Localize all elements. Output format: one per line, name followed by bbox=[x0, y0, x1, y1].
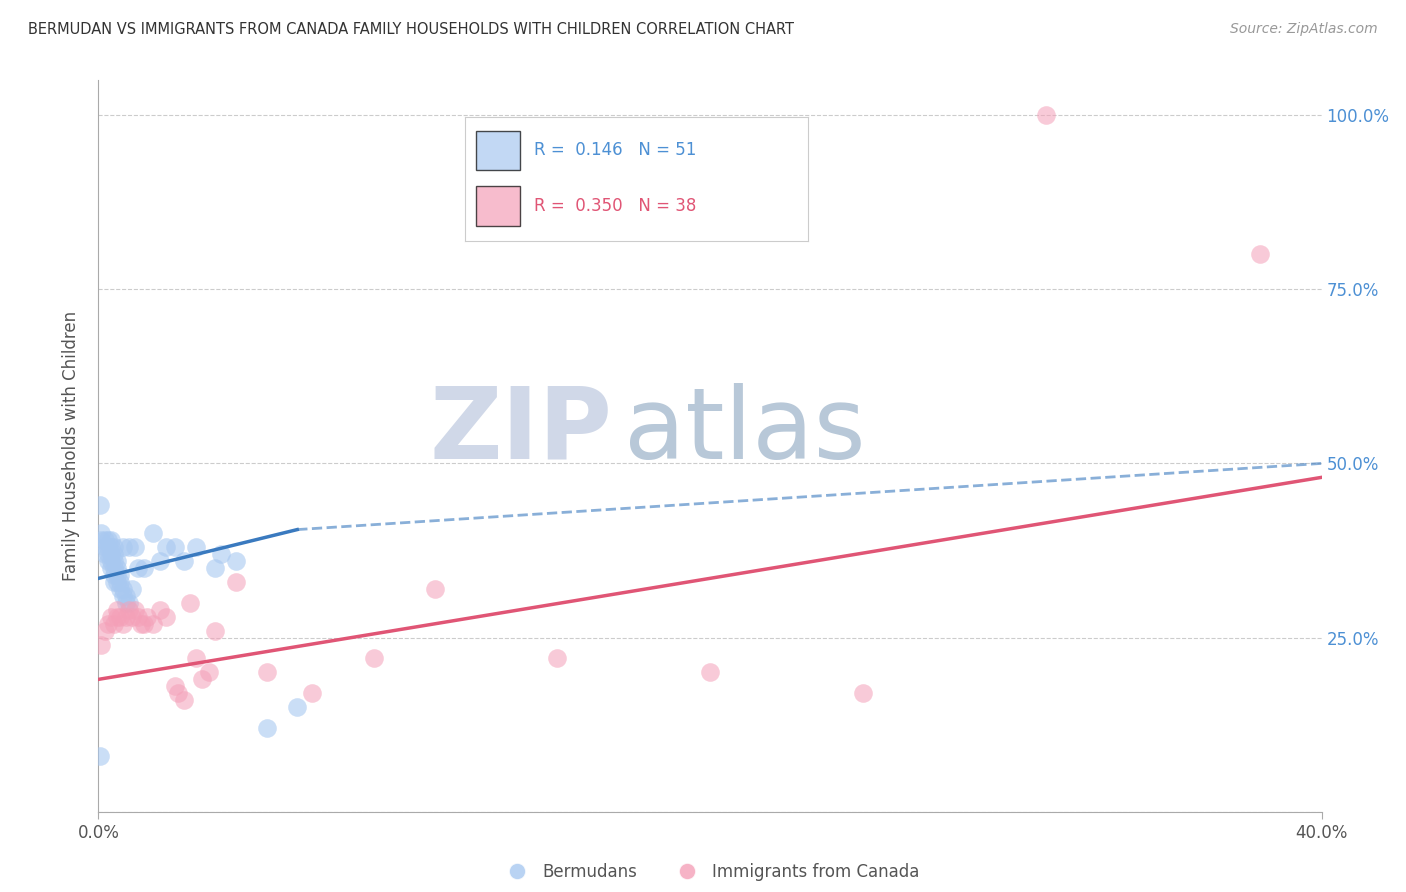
Point bbox=[121, 609, 143, 624]
Text: R =  0.146   N = 51: R = 0.146 N = 51 bbox=[534, 142, 696, 160]
Point bbox=[186, 540, 208, 554]
Point bbox=[90, 526, 112, 541]
Point bbox=[149, 603, 172, 617]
Point bbox=[121, 582, 143, 596]
Point bbox=[163, 679, 186, 693]
Point bbox=[111, 582, 134, 596]
Point bbox=[1249, 247, 1271, 261]
Point bbox=[100, 533, 122, 547]
Point bbox=[423, 582, 446, 596]
Point bbox=[118, 596, 141, 610]
Point bbox=[129, 616, 152, 631]
Point bbox=[124, 603, 146, 617]
Point bbox=[163, 540, 186, 554]
Point bbox=[118, 603, 141, 617]
Point bbox=[115, 609, 138, 624]
Point bbox=[155, 609, 177, 624]
Point bbox=[93, 533, 115, 547]
Point bbox=[301, 686, 323, 700]
Point bbox=[699, 665, 721, 680]
Point bbox=[93, 624, 115, 638]
Text: Source: ZipAtlas.com: Source: ZipAtlas.com bbox=[1230, 22, 1378, 37]
Point bbox=[103, 616, 125, 631]
FancyBboxPatch shape bbox=[475, 130, 520, 170]
Point bbox=[97, 616, 120, 631]
Point bbox=[197, 665, 219, 680]
Point bbox=[100, 561, 122, 575]
Point bbox=[173, 693, 195, 707]
Text: ZIP: ZIP bbox=[429, 383, 612, 480]
Point bbox=[100, 547, 122, 561]
Y-axis label: Family Households with Children: Family Households with Children bbox=[62, 311, 80, 581]
Point bbox=[363, 651, 385, 665]
Point bbox=[108, 574, 131, 589]
Point bbox=[97, 540, 120, 554]
Point bbox=[93, 540, 115, 554]
Point bbox=[90, 533, 112, 547]
Point bbox=[186, 651, 208, 665]
Point bbox=[103, 540, 125, 554]
Point bbox=[103, 554, 125, 568]
Point bbox=[108, 609, 131, 624]
Point bbox=[97, 533, 120, 547]
Point bbox=[136, 609, 159, 624]
Point bbox=[90, 638, 112, 652]
Point bbox=[127, 609, 149, 624]
Point bbox=[225, 554, 247, 568]
Point bbox=[111, 589, 134, 603]
Point bbox=[100, 609, 122, 624]
Point bbox=[149, 554, 172, 568]
Point bbox=[108, 567, 131, 582]
Text: atlas: atlas bbox=[624, 383, 866, 480]
Legend: Bermudans, Immigrants from Canada: Bermudans, Immigrants from Canada bbox=[494, 856, 927, 888]
Point bbox=[134, 616, 156, 631]
Point bbox=[111, 616, 134, 631]
Point bbox=[127, 561, 149, 575]
Point bbox=[179, 596, 201, 610]
Point bbox=[134, 561, 156, 575]
Point bbox=[167, 686, 190, 700]
Point bbox=[115, 589, 138, 603]
Point bbox=[105, 554, 128, 568]
Point bbox=[89, 498, 111, 512]
Point bbox=[852, 686, 875, 700]
Point bbox=[124, 540, 146, 554]
Point bbox=[285, 700, 308, 714]
Text: R =  0.350   N = 38: R = 0.350 N = 38 bbox=[534, 197, 696, 215]
Point bbox=[225, 574, 247, 589]
Point bbox=[118, 540, 141, 554]
Point bbox=[108, 582, 131, 596]
Point bbox=[115, 596, 138, 610]
Point bbox=[155, 540, 177, 554]
Point bbox=[256, 721, 278, 735]
Point bbox=[103, 561, 125, 575]
Text: BERMUDAN VS IMMIGRANTS FROM CANADA FAMILY HOUSEHOLDS WITH CHILDREN CORRELATION C: BERMUDAN VS IMMIGRANTS FROM CANADA FAMIL… bbox=[28, 22, 794, 37]
Point bbox=[1035, 108, 1057, 122]
Point bbox=[204, 561, 226, 575]
Point bbox=[209, 547, 232, 561]
Point bbox=[191, 673, 214, 687]
Point bbox=[105, 561, 128, 575]
Point bbox=[204, 624, 226, 638]
Point bbox=[142, 526, 165, 541]
Point bbox=[103, 574, 125, 589]
Point bbox=[97, 554, 120, 568]
Point bbox=[89, 749, 111, 764]
FancyBboxPatch shape bbox=[475, 186, 520, 227]
Point bbox=[105, 603, 128, 617]
Point bbox=[256, 665, 278, 680]
Point bbox=[97, 547, 120, 561]
Point bbox=[105, 574, 128, 589]
Point bbox=[105, 567, 128, 582]
Point bbox=[93, 547, 115, 561]
Point bbox=[105, 609, 128, 624]
Point bbox=[546, 651, 568, 665]
Point bbox=[142, 616, 165, 631]
Point bbox=[100, 540, 122, 554]
Point bbox=[173, 554, 195, 568]
Point bbox=[103, 547, 125, 561]
Point bbox=[103, 567, 125, 582]
Point bbox=[100, 554, 122, 568]
Point bbox=[111, 540, 134, 554]
